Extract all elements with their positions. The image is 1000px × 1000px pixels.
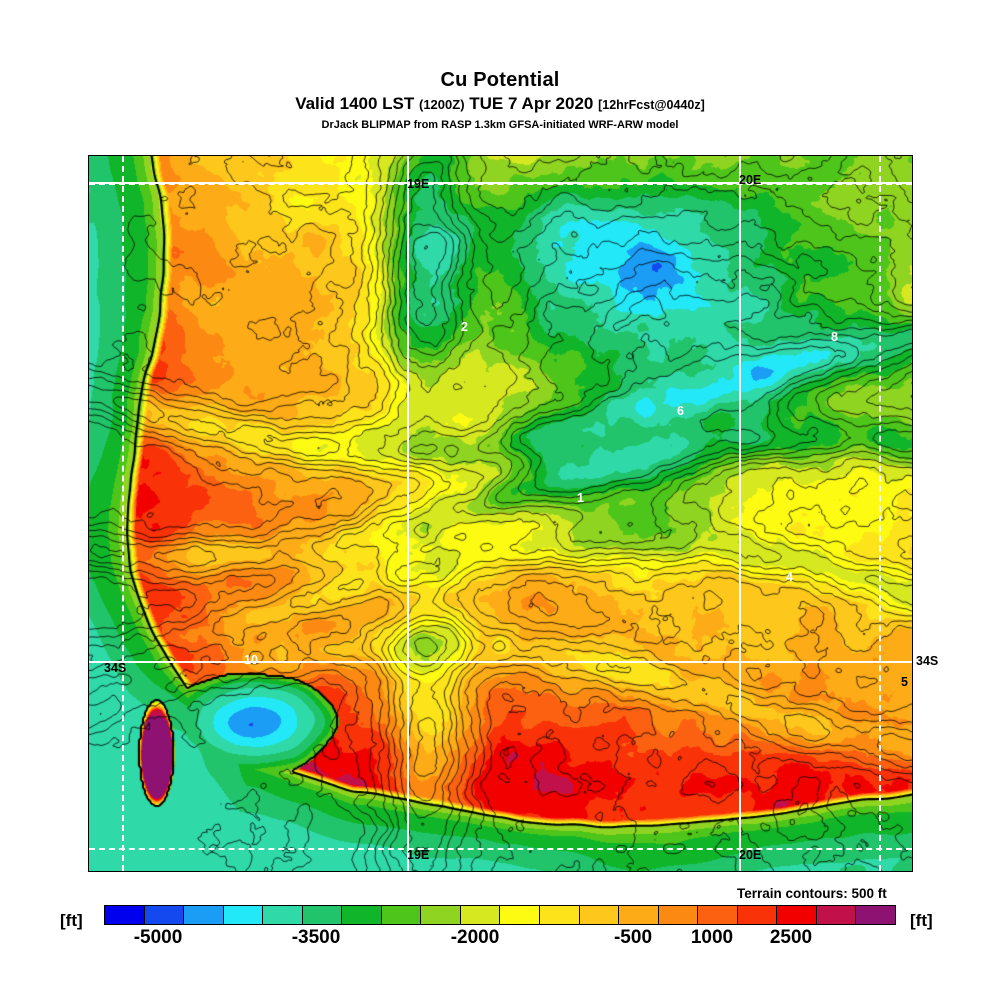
colorbar-segment-3 [222,906,263,924]
title-block: Cu Potential Valid 1400 LST (1200Z) TUE … [0,0,1000,132]
colorbar-segment-4 [262,906,302,924]
map-panel[interactable]: 19E 20E 19E 20E 2 8 6 1 4 10 [88,155,913,872]
colorbar-panel: [ft] [ft] -5000 -3500 -2000 -500 1000 2500 [0,900,1000,960]
colorbar-segment-6 [341,906,381,924]
colorbar-tick-4: 1000 [690,927,734,948]
domain-box-top [89,183,912,185]
forecast-tag: [12hrFcst@0440z] [598,98,705,112]
colorbar-segment-11 [539,906,579,924]
domain-box-bottom [89,848,912,850]
colorbar-segment-19 [855,906,895,924]
colorbar-segment-13 [618,906,658,924]
colorbar-segment-15 [697,906,737,924]
edge-label-34S-right: 34S [916,654,939,668]
colorbar-segment-0 [105,906,144,924]
colorbar-unit-right: [ft] [910,911,933,930]
colorbar-segment-14 [657,906,698,924]
colorbar-segment-2 [183,906,223,924]
colorbar-segment-12 [578,906,619,924]
colorbar-segment-16 [736,906,777,924]
colorbar-gradient [104,905,896,925]
colorbar-tick-labels: -5000 -3500 -2000 -500 1000 2500 [0,927,1000,953]
colorbar-segment-5 [301,906,342,924]
colorbar-segment-10 [499,906,540,924]
edge-label-5-right: 5 [901,675,908,689]
valid-zulu: (1200Z) [419,97,465,112]
cu-potential-heatmap [89,156,912,871]
colorbar-tick-3: -500 [613,927,653,948]
colorbar-tick-1: -3500 [291,927,341,948]
model-credit: DrJack BLIPMAP from RASP 1.3km GFSA-init… [321,119,679,131]
edge-label-34S-left: 34S [104,661,127,675]
colorbar-unit-left: [ft] [60,911,83,930]
colorbar-segment-17 [776,906,816,924]
colorbar-tick-5: 2500 [769,927,813,948]
domain-box-left [122,156,124,871]
valid-time: Valid 1400 LST [295,94,415,113]
colorbar-segment-8 [420,906,460,924]
colorbar-segment-7 [380,906,421,924]
colorbar-tick-0: -5000 [133,927,183,948]
domain-box-right [879,156,881,871]
colorbar-tick-2: -2000 [450,927,500,948]
valid-line: Valid 1400 LST (1200Z) TUE 7 Apr 2020 [1… [0,94,1000,115]
colorbar-segment-9 [459,906,500,924]
valid-date: TUE 7 Apr 2020 [469,94,594,113]
page-title: Cu Potential [440,69,560,91]
terrain-contour-note: Terrain contours: 500 ft [735,886,889,901]
colorbar-segment-1 [143,906,184,924]
colorbar-segment-18 [815,906,856,924]
